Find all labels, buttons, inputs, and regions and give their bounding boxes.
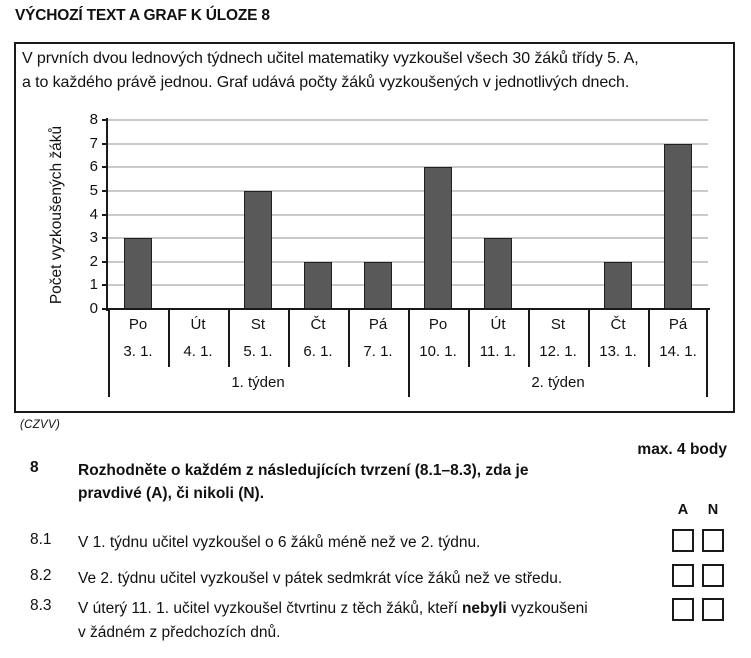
gridline	[108, 284, 708, 287]
table-divider	[648, 309, 650, 367]
bar	[124, 238, 152, 309]
date-label: 5. 1.	[243, 343, 273, 360]
y-tick-mark	[102, 119, 108, 121]
date-label: 14. 1.	[659, 343, 697, 360]
table-divider	[528, 309, 530, 367]
table-divider	[408, 309, 410, 397]
y-axis-title: Počet vyzkoušených žáků	[48, 125, 65, 305]
y-tick-label: 7	[89, 134, 98, 152]
date-label: 3. 1.	[123, 343, 153, 360]
date-label: 11. 1.	[479, 343, 517, 360]
checkbox-8.1-A[interactable]	[672, 529, 694, 552]
table-divider	[108, 309, 110, 397]
day-label: St	[550, 316, 566, 333]
day-label: Út	[490, 316, 506, 333]
table-divider	[228, 309, 230, 367]
y-tick-label: 3	[89, 229, 98, 247]
gridline	[108, 166, 708, 169]
bar	[244, 190, 272, 309]
checkbox-8.3-A[interactable]	[672, 598, 694, 621]
question-text: Rozhodněte o každém z následujících tvrz…	[78, 459, 528, 505]
statement-number: 8.1	[30, 531, 52, 548]
y-tick-label: 2	[89, 252, 98, 270]
y-tick-mark	[102, 166, 108, 169]
table-divider	[588, 309, 590, 367]
y-axis	[106, 118, 108, 311]
statement-text: V 1. týdnu učitel vyzkoušel o 6 žáků mén…	[78, 534, 481, 551]
bar	[304, 261, 332, 309]
y-tick-mark	[102, 213, 108, 216]
y-tick-label: 5	[89, 181, 98, 199]
checkbox-8.3-N[interactable]	[702, 598, 724, 621]
statement-number: 8.2	[30, 567, 52, 584]
y-tick-label: 8	[89, 111, 98, 128]
date-label: 10. 1.	[419, 343, 457, 360]
bar	[664, 143, 692, 309]
date-label: 7. 1.	[363, 343, 393, 360]
day-label: Čt	[310, 316, 326, 333]
y-tick-label: 6	[89, 158, 98, 176]
bar	[424, 167, 452, 309]
question-number: 8	[30, 459, 39, 476]
day-label: Po	[128, 316, 148, 333]
gridline	[108, 213, 708, 216]
date-label: 6. 1.	[303, 343, 333, 360]
source-attribution: (CZVV)	[20, 419, 61, 431]
question-text-line2: pravdivé (A), či nikoli (N).	[78, 485, 265, 502]
table-divider	[706, 309, 708, 397]
stimulus-text-line1: V prvních dvou lednových týdnech učitel …	[22, 50, 639, 67]
gridline	[108, 237, 708, 240]
y-tick-mark	[102, 260, 108, 263]
gridline	[108, 119, 708, 121]
stimulus-text-line2: a to každého právě jednou. Graf udává po…	[22, 73, 630, 91]
statement-text: V úterý 11. 1. učitel vyzkoušel čtvrtinu…	[78, 597, 588, 645]
date-label: 12. 1.	[539, 343, 577, 360]
max-points-label: max. 4 body	[637, 441, 727, 458]
gridline	[108, 189, 708, 192]
gridline	[108, 260, 708, 263]
y-tick-mark	[102, 142, 108, 145]
statement-text-line1: V úterý 11. 1. učitel vyzkoušel čtvrtinu…	[78, 600, 588, 617]
page-title: VÝCHOZÍ TEXT A GRAF K ÚLOZE 8	[15, 7, 270, 24]
day-label: Pá	[368, 316, 388, 333]
stimulus-box: V prvních dvou lednových týdnech učitel …	[14, 42, 735, 413]
bar-chart: Počet vyzkoušených žáků 0 1 2 3 4 5 6 7 8 Po Út St Č…	[16, 44, 733, 411]
table-divider	[468, 309, 470, 367]
date-label: 4. 1.	[183, 343, 213, 360]
date-label: 13. 1.	[599, 343, 637, 360]
checkbox-8.2-N[interactable]	[702, 564, 724, 587]
y-tick-mark	[102, 284, 108, 287]
day-label: Po	[428, 316, 448, 333]
week-label: 2. týden	[531, 374, 585, 391]
week-label: 1. týden	[231, 374, 285, 391]
day-label: Út	[190, 316, 206, 333]
y-tick-mark	[102, 189, 108, 192]
statement-text: Ve 2. týdnu učitel vyzkoušel v pátek sed…	[78, 570, 563, 587]
day-label: Pá	[668, 316, 688, 333]
y-tick-label: 4	[89, 205, 98, 223]
checkbox-8.1-N[interactable]	[702, 529, 724, 552]
y-tick-label: 1	[89, 276, 98, 294]
table-divider	[288, 309, 290, 367]
y-tick-mark	[102, 237, 108, 240]
bar	[604, 261, 632, 309]
statement-text-line2: v žádném z předchozích dnů.	[78, 624, 281, 641]
answer-column-header-n: N	[707, 502, 719, 518]
answer-column-header-a: A	[677, 502, 689, 518]
day-label: St	[250, 316, 266, 333]
table-divider	[168, 309, 170, 367]
bar	[364, 261, 392, 309]
gridline	[108, 142, 708, 145]
table-divider	[348, 309, 350, 367]
bold-emphasis: nebyli	[461, 600, 507, 617]
day-label: Čt	[610, 316, 626, 333]
statement-number: 8.3	[30, 597, 52, 614]
y-tick-label: 0	[89, 300, 98, 317]
y-tick-mark	[102, 308, 108, 310]
bar	[484, 238, 512, 309]
question-text-line1: Rozhodněte o každém z následujících tvrz…	[78, 462, 529, 479]
checkbox-8.2-A[interactable]	[672, 564, 694, 587]
stimulus-text: V prvních dvou lednových týdnech učitel …	[22, 47, 639, 94]
